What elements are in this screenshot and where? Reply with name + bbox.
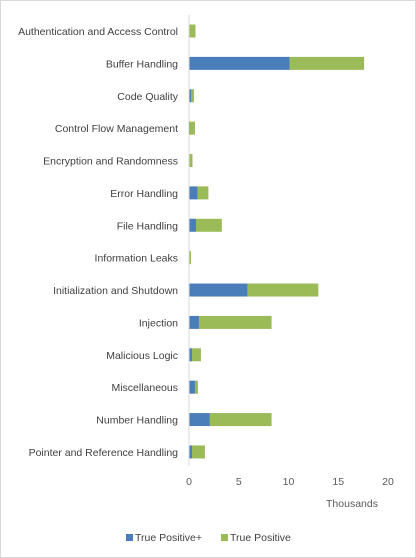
x-tick-label: 10 [283, 476, 295, 488]
x-axis-title: Thousands [326, 498, 378, 510]
bar-true-positive-4 [189, 154, 193, 168]
category-label: Control Flow Management [55, 123, 178, 135]
bar-true-positive-plus-5 [189, 186, 198, 200]
category-label: Code Quality [117, 91, 178, 103]
category-label: Number Handling [96, 415, 178, 427]
bar-true-positive-plus-9 [189, 315, 199, 329]
x-tick-label: 0 [186, 476, 192, 488]
x-tick-label: 5 [236, 476, 242, 488]
category-label: Pointer and Reference Handling [29, 447, 179, 459]
bar-true-positive-12 [209, 413, 272, 427]
category-label: Malicious Logic [106, 350, 178, 362]
category-label: File Handling [117, 220, 178, 232]
category-label: Encryption and Randomness [43, 156, 178, 168]
bar-true-positive-plus-10 [189, 348, 192, 362]
category-label: Error Handling [110, 188, 178, 200]
bar-true-positive-plus-11 [189, 380, 195, 394]
bar-true-positive-3 [189, 121, 195, 135]
category-label: Initialization and Shutdown [53, 285, 178, 297]
bar-true-positive-plus-13 [189, 445, 192, 459]
legend-swatch-true-positive [221, 534, 228, 541]
bar-true-positive-1 [289, 56, 365, 70]
bars-group [189, 24, 365, 459]
bar-true-positive-8 [247, 283, 319, 297]
bar-true-positive-13 [191, 445, 205, 459]
category-label: Authentication and Access Control [18, 26, 178, 38]
legend-label-true-positive: True Positive [230, 532, 291, 544]
bar-true-positive-plus-1 [189, 56, 290, 70]
category-labels: Authentication and Access Control Buffer … [18, 26, 179, 459]
category-label: Buffer Handling [106, 58, 178, 70]
bar-true-positive-11 [194, 380, 198, 394]
bar-true-positive-plus-2 [189, 89, 191, 103]
bar-true-positive-plus-12 [189, 413, 210, 427]
category-label: Information Leaks [95, 253, 178, 265]
category-label: Miscellaneous [111, 382, 178, 394]
bar-true-positive-9 [198, 315, 272, 329]
bar-true-positive-7 [189, 251, 191, 265]
legend-swatch-true-positive-plus [126, 534, 133, 541]
x-tick-label: 20 [382, 476, 394, 488]
bar-true-positive-0 [189, 24, 196, 38]
bar-true-positive-plus-8 [189, 283, 248, 297]
x-tick-label: 15 [332, 476, 344, 488]
x-tick-labels: 0 5 10 15 20 [186, 476, 394, 488]
bar-true-positive-10 [191, 348, 201, 362]
bar-true-positive-2 [190, 89, 194, 103]
legend: True Positive+ True Positive [126, 532, 291, 544]
bar-true-positive-6 [195, 218, 222, 232]
bar-true-positive-5 [197, 186, 209, 200]
legend-label-true-positive-plus: True Positive+ [135, 532, 202, 544]
bar-true-positive-plus-6 [189, 218, 196, 232]
category-label: Injection [139, 317, 178, 329]
